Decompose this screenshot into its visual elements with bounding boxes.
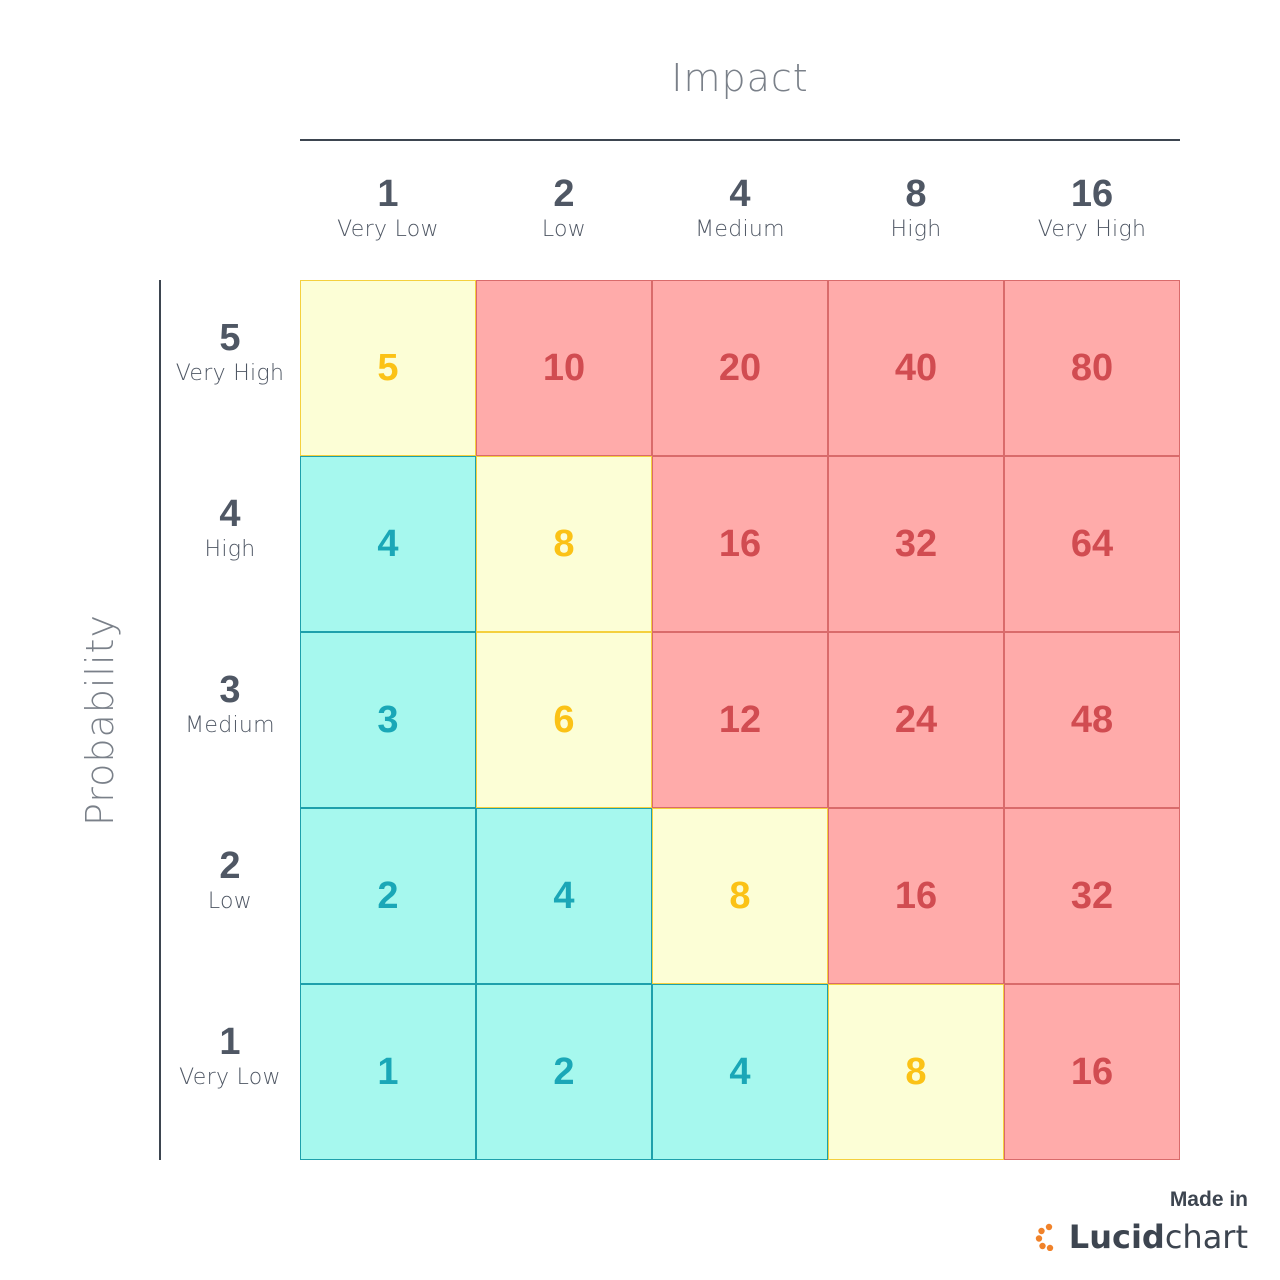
risk-matrix: 5 10 20 40 80 4 8 16 32 64 3 6 12 24 48 2 4 8 16 32 1 2 4 8 16 bbox=[300, 280, 1180, 1160]
probability-axis-rule bbox=[159, 280, 161, 1160]
risk-cell: 80 bbox=[1004, 280, 1180, 456]
probability-header: 3 Medium bbox=[170, 616, 290, 792]
impact-header: 8 High bbox=[828, 172, 1004, 244]
lucidchart-logo-icon bbox=[1035, 1223, 1053, 1251]
impact-header-value: 8 bbox=[905, 173, 927, 215]
impact-axis-rule bbox=[300, 139, 1180, 141]
made-in-label: Made in bbox=[1169, 1188, 1248, 1211]
lucidchart-logo: Lucidchart bbox=[1035, 1220, 1248, 1254]
risk-cell: 10 bbox=[476, 280, 652, 456]
risk-cell: 2 bbox=[476, 984, 652, 1160]
risk-cell: 24 bbox=[828, 632, 1004, 808]
risk-cell: 48 bbox=[1004, 632, 1180, 808]
impact-header: 16 Very High bbox=[1004, 172, 1180, 244]
risk-cell: 1 bbox=[300, 984, 476, 1160]
risk-cell: 16 bbox=[652, 456, 828, 632]
impact-header-label: Medium bbox=[695, 217, 785, 242]
probability-header: 5 Very High bbox=[170, 264, 290, 440]
probability-header-label: Medium bbox=[185, 713, 275, 738]
logo-text-bold: Lucid bbox=[1068, 1218, 1165, 1256]
risk-cell: 8 bbox=[828, 984, 1004, 1160]
probability-header-value: 2 bbox=[219, 845, 241, 887]
impact-header: 1 Very Low bbox=[300, 172, 476, 244]
risk-cell: 2 bbox=[300, 808, 476, 984]
risk-cell: 20 bbox=[652, 280, 828, 456]
impact-header-value: 2 bbox=[553, 173, 575, 215]
probability-header-value: 4 bbox=[219, 493, 241, 535]
impact-header-value: 16 bbox=[1070, 173, 1114, 215]
risk-cell: 8 bbox=[476, 456, 652, 632]
impact-header-value: 1 bbox=[377, 173, 399, 215]
probability-header-label: High bbox=[204, 537, 256, 562]
impact-axis-title: Impact bbox=[671, 56, 809, 100]
risk-cell: 40 bbox=[828, 280, 1004, 456]
impact-header: 2 Low bbox=[476, 172, 652, 244]
made-in-lucidchart-badge[interactable]: Made in Lucidchart bbox=[1035, 1188, 1248, 1254]
risk-cell: 6 bbox=[476, 632, 652, 808]
probability-header: 1 Very Low bbox=[170, 968, 290, 1144]
probability-header: 2 Low bbox=[170, 792, 290, 968]
probability-header-label: Very High bbox=[175, 361, 285, 386]
impact-header-label: Low bbox=[541, 217, 587, 242]
risk-cell: 64 bbox=[1004, 456, 1180, 632]
risk-cell: 4 bbox=[300, 456, 476, 632]
risk-cell: 4 bbox=[476, 808, 652, 984]
probability-header-value: 3 bbox=[219, 669, 241, 711]
risk-cell: 16 bbox=[828, 808, 1004, 984]
risk-cell: 3 bbox=[300, 632, 476, 808]
impact-header-label: High bbox=[890, 217, 942, 242]
probability-header-value: 5 bbox=[219, 317, 241, 359]
probability-header-label: Low bbox=[207, 889, 253, 914]
risk-cell: 16 bbox=[1004, 984, 1180, 1160]
risk-cell: 12 bbox=[652, 632, 828, 808]
risk-cell: 8 bbox=[652, 808, 828, 984]
probability-header: 4 High bbox=[170, 440, 290, 616]
risk-cell: 4 bbox=[652, 984, 828, 1160]
risk-cell: 5 bbox=[300, 280, 476, 456]
impact-header-label: Very High bbox=[1037, 217, 1147, 242]
probability-header-value: 1 bbox=[219, 1021, 241, 1063]
risk-cell: 32 bbox=[828, 456, 1004, 632]
impact-header-value: 4 bbox=[729, 173, 751, 215]
probability-header-label: Very Low bbox=[179, 1065, 281, 1090]
impact-header: 4 Medium bbox=[652, 172, 828, 244]
probability-axis-title: Probability bbox=[78, 614, 122, 826]
logo-text-light: chart bbox=[1164, 1218, 1248, 1256]
risk-cell: 32 bbox=[1004, 808, 1180, 984]
impact-header-label: Very Low bbox=[337, 217, 439, 242]
